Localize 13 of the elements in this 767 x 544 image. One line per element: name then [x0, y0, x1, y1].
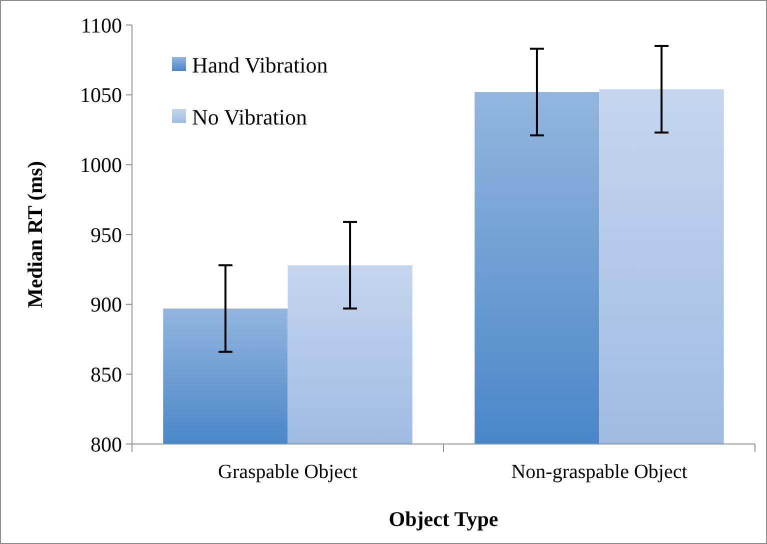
x-axis-title: Object Type: [388, 507, 498, 531]
y-tick-label: 900: [90, 292, 122, 317]
y-tick-label: 800: [90, 432, 122, 456]
legend-label: Hand Vibration: [192, 52, 328, 78]
y-tick-label: 850: [90, 362, 122, 387]
y-tick-label: 1050: [80, 83, 122, 108]
y-tick-label: 950: [90, 222, 122, 247]
y-tick-label: 1000: [80, 153, 122, 178]
legend-label: No Vibration: [192, 104, 307, 130]
y-axis-title: Median RT (ms): [23, 160, 47, 308]
x-tick-label: Graspable Object: [218, 461, 358, 483]
y-tick-label: 1100: [80, 13, 122, 38]
x-tick-label: Non-graspable Object: [511, 461, 688, 483]
